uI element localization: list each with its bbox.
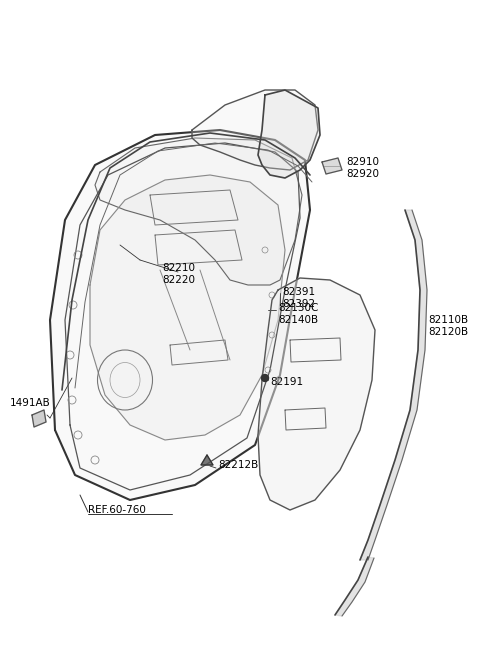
Text: 82110B: 82110B <box>428 315 468 325</box>
Text: 82130C: 82130C <box>278 303 318 313</box>
Polygon shape <box>50 130 310 500</box>
Polygon shape <box>335 557 374 616</box>
Polygon shape <box>90 175 285 440</box>
Text: 82210: 82210 <box>162 263 195 273</box>
Polygon shape <box>192 90 318 170</box>
Polygon shape <box>322 158 342 174</box>
Text: REF.60-760: REF.60-760 <box>88 505 146 515</box>
Polygon shape <box>95 138 302 285</box>
Text: 82191: 82191 <box>270 377 303 387</box>
Polygon shape <box>201 455 213 465</box>
Text: 82212B: 82212B <box>218 460 258 470</box>
Circle shape <box>262 375 268 382</box>
Text: 82140B: 82140B <box>278 315 318 325</box>
Polygon shape <box>360 210 427 560</box>
Polygon shape <box>258 278 375 510</box>
Text: 82920: 82920 <box>346 169 379 179</box>
Text: 82910: 82910 <box>346 157 379 167</box>
Text: 82220: 82220 <box>162 275 195 285</box>
Polygon shape <box>258 90 320 178</box>
Text: 82392: 82392 <box>282 299 315 309</box>
Polygon shape <box>32 410 46 427</box>
Text: 82391: 82391 <box>282 287 315 297</box>
Text: 1491AB: 1491AB <box>10 398 51 408</box>
Text: 82120B: 82120B <box>428 327 468 337</box>
